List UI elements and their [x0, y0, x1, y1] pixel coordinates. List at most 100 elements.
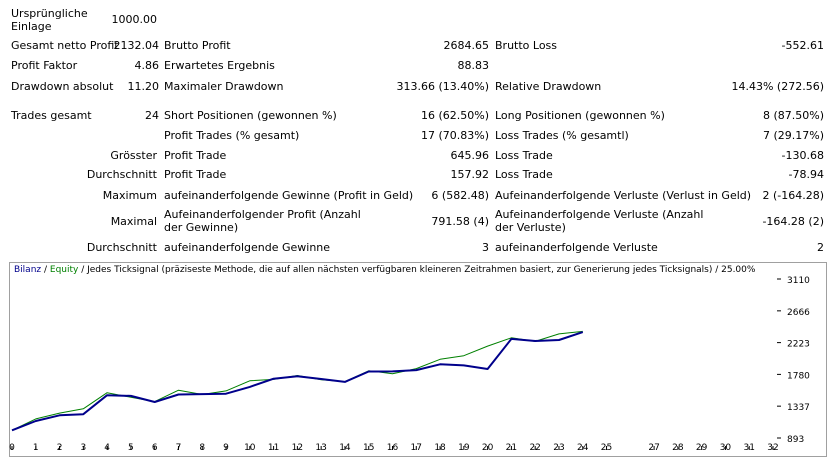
gross-loss-label: Brutto Loss [495, 39, 558, 52]
largest-loss-trade-label: Loss Trade [495, 149, 553, 162]
expected-payoff-value: 88.83 [457, 59, 490, 72]
x-tick-label: 27 [648, 443, 659, 453]
average-loss-trade-label: Loss Trade [495, 168, 553, 181]
x-tick-label: 25 [601, 443, 612, 453]
absolute-drawdown-label: Drawdown absolut [11, 80, 114, 93]
max-consecutive-wins-label: aufeinanderfolgende Gewinne (Profit in G… [164, 189, 414, 202]
x-tick-label: 19 [458, 443, 470, 453]
relative-drawdown-label: Relative Drawdown [495, 80, 602, 93]
x-tick-label: 10 [244, 443, 256, 453]
x-tick-label: 9 [223, 443, 229, 453]
x-tick-label: 24 [577, 443, 589, 453]
maximal-consecutive-profit-value: 791.58 (4) [431, 215, 489, 228]
x-tick-label: 16 [387, 443, 399, 453]
loss-trades-value: 7 (29.17%) [762, 129, 824, 142]
x-tick-label: 13 [315, 443, 326, 453]
x-tick-label: 29 [696, 443, 708, 453]
x-tick-label: 23 [553, 443, 564, 453]
maximal-consecutive-loss-label: Aufeinanderfolgende Verluste (Anzahl der… [495, 208, 704, 234]
expected-payoff-label: Erwartetes Ergebnis [164, 59, 275, 72]
average-consecutive-wins-value: 3 [482, 241, 489, 254]
average-label: Durchschnitt [86, 168, 157, 181]
net-profit-label: Gesamt netto Profit [11, 39, 119, 52]
x-tick-label: 20 [482, 443, 494, 453]
profit-factor-value: 4.86 [134, 59, 160, 72]
initial-deposit-value: 1000.00 [111, 13, 158, 26]
average-consecutive-losses-label: aufeinanderfolgende Verluste [495, 241, 658, 254]
average-profit-trade-label: Profit Trade [164, 168, 227, 181]
y-tick-label: 1780 [787, 371, 810, 381]
balance-line [11, 331, 584, 432]
max-consecutive-losses-label: Aufeinanderfolgende Verluste (Verlust in… [495, 189, 752, 202]
x-tick-label: 32 [767, 443, 778, 453]
y-tick-label: 1337 [787, 403, 810, 413]
largest-label: Grösster [110, 149, 157, 162]
x-tick-label: 28 [672, 443, 684, 453]
x-tick-label: 2 [57, 443, 63, 453]
x-tick-label: 30 [720, 443, 732, 453]
max-drawdown-label: Maximaler Drawdown [164, 80, 284, 93]
average-consecutive-label: Durchschnitt [86, 241, 157, 254]
y-tick-label: 3110 [787, 276, 810, 286]
short-positions-value: 16 (62.50%) [420, 109, 489, 122]
x-tick-label: 14 [339, 443, 351, 453]
balance-chart [9, 262, 827, 457]
average-consecutive-wins-label: aufeinanderfolgende Gewinne [164, 241, 331, 254]
profit-trades-value: 17 (70.83%) [420, 129, 489, 142]
x-tick-label: 3 [80, 443, 86, 453]
maximal-consecutive-loss-value: -164.28 (2) [762, 215, 824, 228]
gross-loss-value: -552.61 [781, 39, 824, 52]
gross-profit-label: Brutto Profit [164, 39, 231, 52]
x-tick-label: 5 [128, 443, 134, 453]
maximum-label: Maximum [102, 189, 157, 202]
maximal-consecutive-profit-label: Aufeinanderfolgender Profit (Anzahl der … [164, 208, 361, 234]
x-tick-label: 7 [176, 443, 182, 453]
net-profit-value: 2132.04 [113, 39, 160, 52]
x-tick-label: 8 [199, 443, 205, 453]
average-profit-trade-value: 157.92 [450, 168, 490, 181]
max-drawdown-value: 313.66 (13.40%) [396, 80, 489, 93]
total-trades-value: 24 [145, 109, 159, 122]
x-tick-label: 1 [33, 443, 39, 453]
relative-drawdown-value: 14.43% (272.56) [731, 80, 824, 93]
chart-legend: Bilanz / Equity / Jedes Ticksignal (präz… [14, 265, 755, 275]
x-tick-label: 0 [9, 443, 15, 453]
short-positions-label: Short Positionen (gewonnen %) [164, 109, 337, 122]
loss-trades-label: Loss Trades (% gesamtl) [495, 129, 629, 142]
x-tick-label: 15 [363, 443, 374, 453]
long-positions-label: Long Positionen (gewonnen %) [495, 109, 665, 122]
largest-loss-trade-value: -130.68 [781, 149, 824, 162]
x-tick-label: 4 [104, 443, 110, 453]
average-loss-trade-value: -78.94 [788, 168, 824, 181]
legend-equity: Equity [49, 265, 79, 275]
initial-deposit-label: Ursprüngliche Einlage [11, 7, 88, 33]
profit-factor-label: Profit Faktor [11, 59, 78, 72]
x-tick-label: 12 [292, 443, 303, 453]
absolute-drawdown-value: 11.20 [127, 80, 160, 93]
gross-profit-value: 2684.65 [443, 39, 490, 52]
largest-profit-trade-value: 645.96 [450, 149, 490, 162]
legend-balance: Bilanz [14, 265, 42, 275]
y-tick-label: 2223 [787, 340, 810, 350]
x-tick-label: 11 [268, 443, 279, 453]
equity-line [11, 330, 583, 431]
largest-profit-trade-label: Profit Trade [164, 149, 227, 162]
x-tick-label: 6 [152, 443, 158, 453]
x-tick-label: 31 [743, 443, 754, 453]
max-consecutive-wins-value: 6 (582.48) [431, 189, 489, 202]
profit-trades-label: Profit Trades (% gesamt) [164, 129, 300, 142]
legend-description: / Jedes Ticksignal (präziseste Methode, … [78, 265, 756, 275]
long-positions-value: 8 (87.50%) [762, 109, 824, 122]
legend-separator: / [41, 265, 50, 275]
average-consecutive-losses-value: 2 [817, 241, 824, 254]
max-consecutive-losses-value: 2 (-164.28) [762, 189, 824, 202]
y-tick-label: 2666 [787, 308, 810, 318]
x-tick-label: 22 [529, 443, 540, 453]
total-trades-label: Trades gesamt [11, 109, 92, 122]
x-tick-label: 17 [411, 443, 422, 453]
x-tick-label: 21 [506, 443, 517, 453]
y-tick-label: 893 [787, 435, 804, 445]
maximal-label: Maximal [110, 215, 157, 228]
x-tick-label: 18 [434, 443, 446, 453]
